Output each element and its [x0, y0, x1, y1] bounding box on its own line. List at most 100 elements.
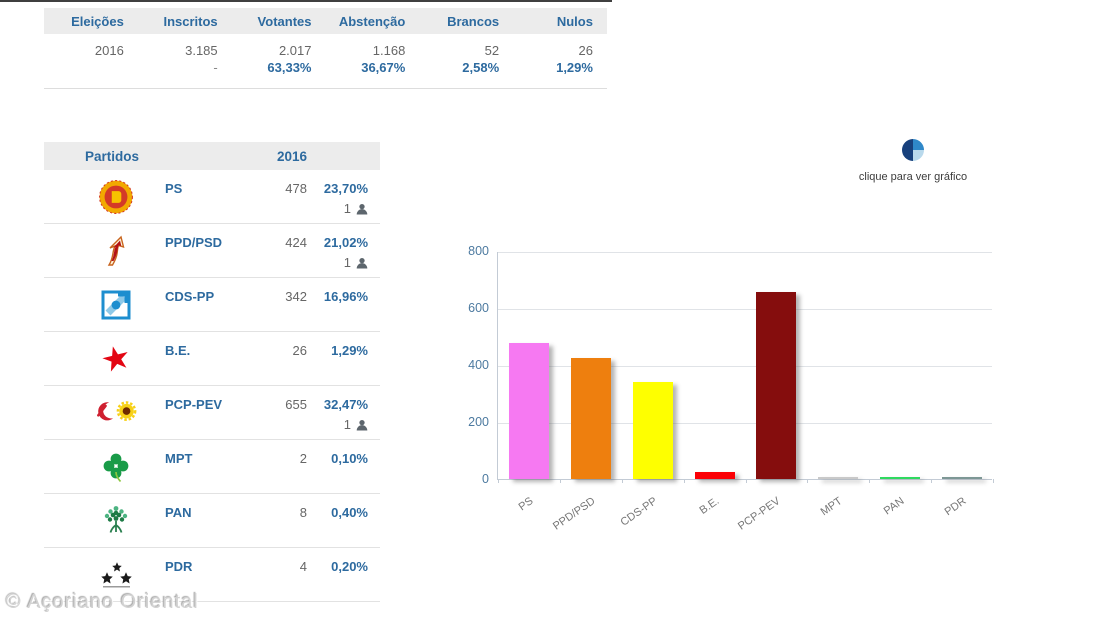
- party-votes: 424: [285, 235, 307, 250]
- top-divider: [0, 0, 612, 2]
- chart-bar-cdspp: [632, 381, 673, 479]
- chart-link-label[interactable]: clique para ver gráfico: [858, 171, 968, 183]
- party-votes: 478: [285, 181, 307, 196]
- cdspp-logo-icon: [94, 285, 138, 325]
- parties-table-header: Partidos 2016: [44, 142, 380, 170]
- summary-table-percent-row: - 63,33% 36,67% 2,58% 1,29%: [44, 60, 607, 75]
- y-axis-tick-label: 400: [468, 358, 489, 372]
- party-elected-count: 1: [343, 255, 351, 270]
- summary-table-values-row: 2016 3.185 2.017 1.168 52 26: [44, 43, 607, 58]
- party-name: PDR: [165, 559, 193, 574]
- y-axis-tick-label: 0: [482, 472, 489, 486]
- party-row: CDS-PP 342 16,96%: [44, 278, 380, 332]
- summary-value-cell: 26: [578, 43, 593, 58]
- pdr-logo-icon: [94, 555, 138, 595]
- x-axis-category-label: CDS-PP: [618, 495, 660, 529]
- bar-chart: 0 200 400 600 800 PS PPD/PSD CDS-PP B.E. PCP-PEV…: [455, 240, 1035, 550]
- party-row: PCP-PEV 655 32,47% 1: [44, 386, 380, 440]
- summary-header-cell: Nulos: [556, 13, 593, 29]
- summary-percent-cell: 2,58%: [462, 60, 500, 75]
- chart-link[interactable]: clique para ver gráfico: [842, 139, 984, 183]
- party-row: PAN 8 0,40%: [44, 494, 380, 548]
- x-axis-tick: [498, 479, 499, 483]
- x-axis-category-label: PDR: [942, 495, 969, 519]
- summary-percent-cell: 1,29%: [556, 60, 593, 75]
- party-votes: 26: [292, 343, 307, 358]
- party-row: B.E. 26 1,29%: [44, 332, 380, 386]
- chart-bar-ps: [508, 342, 549, 479]
- party-elected-count: 1: [343, 201, 351, 216]
- party-votes: 8: [299, 505, 307, 520]
- pcppev-logo-icon: [94, 393, 138, 433]
- x-axis-tick: [807, 479, 809, 483]
- summary-value-cell: 3.185: [185, 43, 218, 58]
- parties-table: Partidos 2016 PS 478 23,70% 1 PPD/PSD 42…: [44, 142, 380, 602]
- party-name: CDS-PP: [165, 289, 215, 304]
- party-percentage: 23,70%: [323, 181, 368, 196]
- pie-chart-icon[interactable]: [902, 139, 924, 161]
- summary-value-cell: 2.017: [278, 43, 312, 58]
- x-axis-tick: [931, 479, 933, 483]
- x-axis-tick: [621, 479, 623, 483]
- y-axis-tick-label: 600: [468, 301, 489, 315]
- party-votes: 342: [285, 289, 307, 304]
- party-elected: 1: [344, 201, 368, 216]
- chart-gridline: [498, 423, 992, 424]
- x-axis-category-label: PAN: [881, 495, 907, 518]
- party-percentage: 32,47%: [323, 397, 368, 412]
- party-elected: 1: [344, 417, 368, 432]
- chart-bar-mpt: [818, 477, 859, 479]
- chart-bar-pcppev: [756, 292, 797, 479]
- bar-chart-plot-area: [497, 252, 994, 483]
- summary-percent-cell: 36,67%: [361, 60, 406, 75]
- summary-percent-cell: [44, 60, 138, 75]
- elected-person-icon: [356, 419, 368, 430]
- x-axis-tick: [559, 479, 561, 483]
- party-row: PDR 4 0,20%: [44, 548, 380, 602]
- copyright-watermark: © Açoriano Oriental: [6, 591, 199, 613]
- mpt-logo-icon: [94, 447, 138, 487]
- chart-bar-pan: [880, 476, 921, 479]
- party-elected: 1: [344, 255, 368, 270]
- parties-header-label: Partidos: [85, 148, 140, 164]
- pan-logo-icon: [94, 501, 138, 541]
- chart-gridline: [498, 252, 992, 253]
- party-row: MPT 2 0,10%: [44, 440, 380, 494]
- party-row: PPD/PSD 424 21,02% 1: [44, 224, 380, 278]
- party-elected-count: 1: [343, 417, 351, 432]
- summary-percent-cell: -: [213, 60, 218, 75]
- summary-header-cell: Eleições: [71, 13, 124, 29]
- chart-bar-be: [694, 471, 735, 479]
- party-votes: 4: [299, 559, 307, 574]
- x-axis-tick: [869, 479, 871, 483]
- party-votes: 655: [285, 397, 307, 412]
- party-percentage: 1,29%: [331, 343, 368, 358]
- elected-person-icon: [356, 203, 368, 214]
- party-percentage: 0,40%: [331, 505, 368, 520]
- summary-header-cell: Brancos: [447, 13, 500, 29]
- party-percentage: 0,20%: [331, 559, 368, 574]
- chart-gridline: [498, 366, 992, 367]
- parties-table-body: PS 478 23,70% 1 PPD/PSD 424 21,02% 1 CDS…: [44, 170, 380, 602]
- ps-logo-icon: [94, 177, 138, 217]
- chart-bar-pdr: [942, 477, 983, 479]
- party-name: MPT: [165, 451, 193, 466]
- x-axis-category-label: MPT: [818, 495, 845, 519]
- party-votes: 2: [299, 451, 307, 466]
- summary-header-cell: Votantes: [257, 13, 312, 29]
- x-axis-category-label: PCP-PEV: [736, 495, 783, 533]
- summary-value-cell: 1.168: [372, 43, 406, 58]
- party-percentage: 16,96%: [323, 289, 368, 304]
- summary-table-header: Eleições Inscritos Votantes Abstenção Branco…: [44, 8, 607, 34]
- chart-bar-ppdpsd: [570, 358, 611, 479]
- y-axis-tick-label: 200: [468, 415, 489, 429]
- party-percentage: 0,10%: [331, 451, 368, 466]
- x-axis-tick: [993, 479, 994, 483]
- chart-gridline: [498, 309, 992, 310]
- x-axis-category-label: PPD/PSD: [550, 495, 598, 533]
- summary-value-cell: 2016: [94, 43, 124, 58]
- summary-header-cell: Abstenção: [338, 13, 406, 29]
- summary-header-cell: Inscritos: [163, 13, 218, 29]
- party-name: PS: [165, 181, 183, 196]
